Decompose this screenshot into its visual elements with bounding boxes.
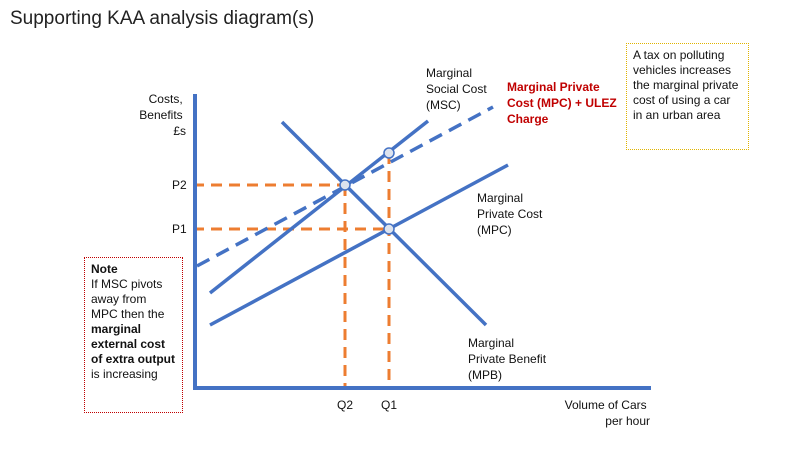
mpc-ulez-label: Marginal Private Cost (MPC) + ULEZ Charg… xyxy=(507,80,620,126)
note-bold-text: marginal external cost of extra output xyxy=(91,322,175,366)
tax-explanation-box: A tax on polluting vehicles increases th… xyxy=(626,43,749,150)
mpc-curve xyxy=(209,163,509,327)
x-axis-label: Volume of Cars per hour xyxy=(565,398,650,428)
note-heading: Note xyxy=(91,262,118,276)
y-tick-p2: P2 xyxy=(172,178,187,192)
mpb-label: Marginal Private Benefit (MPB) xyxy=(468,336,549,382)
note-box: Note If MSC pivots away from MPC then th… xyxy=(84,257,183,413)
note-text-1: If MSC pivots away from MPC then the xyxy=(91,277,165,321)
msc-label: Marginal Social Cost (MSC) xyxy=(426,66,490,112)
note-text-2: is increasing xyxy=(91,367,158,381)
mpb-curve xyxy=(280,120,488,327)
mpc-label: Marginal Private Cost (MPC) xyxy=(477,191,546,237)
x-tick-q2: Q2 xyxy=(337,398,353,412)
equilibrium-msc-marker xyxy=(339,179,351,191)
equilibrium-mpc-marker xyxy=(383,223,395,235)
x-tick-q1: Q1 xyxy=(381,398,397,412)
tax-point-marker xyxy=(383,147,395,159)
mpc-ulez-curve xyxy=(196,105,494,268)
y-axis-label: Costs, Benefits £s xyxy=(139,92,186,138)
page-title: Supporting KAA analysis diagram(s) xyxy=(10,8,315,29)
y-tick-p1: P1 xyxy=(172,222,187,236)
tax-explanation-text: A tax on polluting vehicles increases th… xyxy=(633,48,739,122)
